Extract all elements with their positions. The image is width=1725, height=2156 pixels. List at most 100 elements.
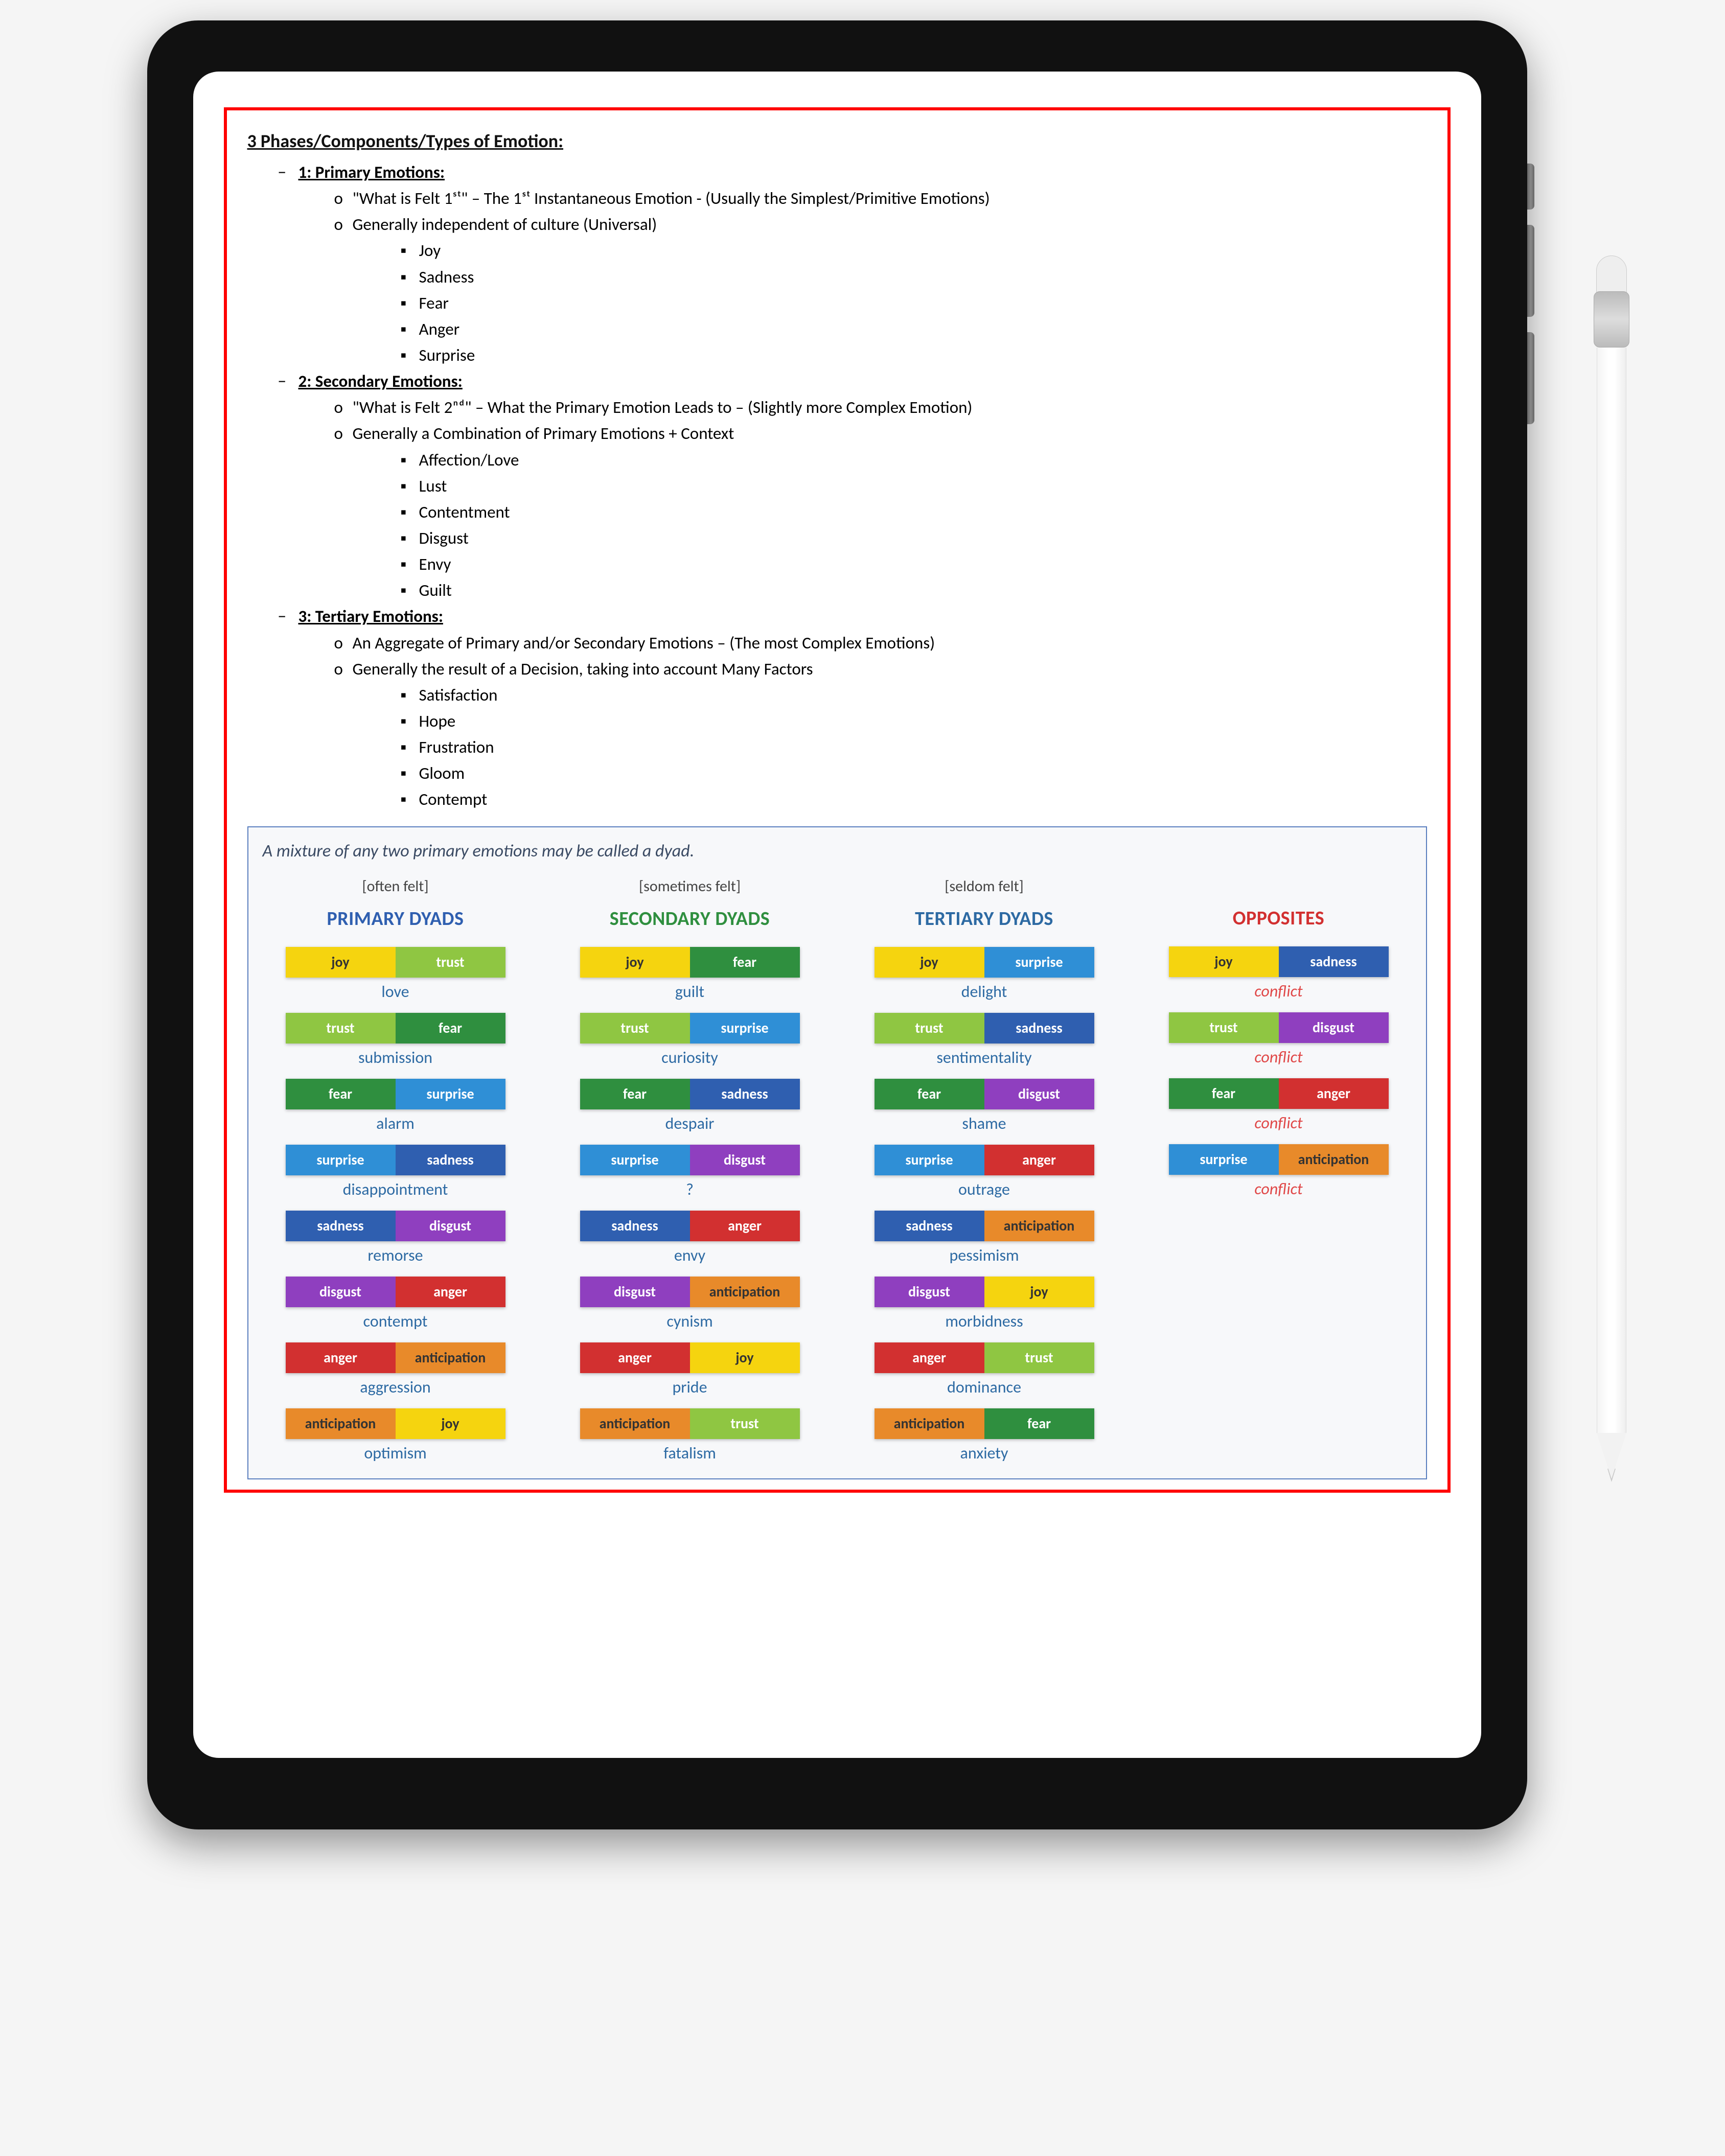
emotion-pair: surprisedisgust xyxy=(580,1145,800,1175)
outline-point: oGenerally independent of culture (Unive… xyxy=(334,212,1427,238)
emotion-joy: joy xyxy=(1169,946,1279,977)
emotion-sadness: sadness xyxy=(690,1079,800,1109)
dyad-cell: anticipationtrustfatalism xyxy=(580,1408,800,1463)
emotion-trust: trust xyxy=(690,1408,800,1439)
dyad-cell: disgustangercontempt xyxy=(286,1277,505,1331)
dyad-result: shame xyxy=(962,1114,1006,1133)
emotion-pair: surprisesadness xyxy=(286,1145,505,1175)
dyad-cell: joysadnessconflict xyxy=(1169,946,1389,1001)
item-text: Contempt xyxy=(419,789,488,809)
outline-item: ▪Envy xyxy=(401,551,1427,577)
emotion-joy: joy xyxy=(396,1408,505,1439)
apple-pencil[interactable] xyxy=(1589,256,1635,1482)
tablet-side-buttons xyxy=(1527,164,1534,439)
emotion-anticipation: anticipation xyxy=(984,1211,1094,1241)
item-text: Anger xyxy=(419,319,460,339)
dyad-cell: sadnessanticipation pessimism xyxy=(875,1211,1094,1265)
item-text: Joy xyxy=(419,240,441,261)
emotion-anger: anger xyxy=(690,1211,800,1241)
emotion-joy: joy xyxy=(580,947,690,978)
dyad-result: pessimism xyxy=(949,1245,1019,1265)
outline-item: ▪Hope xyxy=(401,708,1427,734)
emotion-anger: anger xyxy=(1279,1078,1389,1109)
emotion-pair: sadnessanticipation xyxy=(875,1211,1094,1241)
chart-column-opposites: OPPOSITESjoysadnessconflicttrustdisgustc… xyxy=(1142,877,1416,1463)
point-text: Generally independent of culture (Univer… xyxy=(353,214,657,235)
emotion-pair: angeranticipation xyxy=(286,1342,505,1373)
emotion-pair: trustsurprise xyxy=(580,1013,800,1044)
dyad-result: dominance xyxy=(947,1377,1021,1397)
outline-point: oAn Aggregate of Primary and/or Secondar… xyxy=(334,630,1427,656)
emotion-pair: joyfear xyxy=(580,947,800,978)
dyad-cell: sadnessanger envy xyxy=(580,1211,800,1265)
item-text: Contentment xyxy=(419,502,510,522)
emotion-pair: angerjoy xyxy=(580,1342,800,1373)
outline-section: −2: Secondary Emotions: xyxy=(278,368,1427,395)
emotion-pair: fearsadness xyxy=(580,1079,800,1109)
power-button[interactable] xyxy=(1527,164,1534,210)
dyad-cell: angeranticipationaggression xyxy=(286,1342,505,1397)
outline-item: ▪Sadness xyxy=(401,264,1427,290)
dyad-cell: angerjoy pride xyxy=(580,1342,800,1397)
dyad-cell: trustfearsubmission xyxy=(286,1013,505,1068)
dyad-result: envy xyxy=(674,1245,705,1265)
item-text: Fear xyxy=(419,293,449,313)
emotion-disgust: disgust xyxy=(875,1277,984,1307)
item-text: Satisfaction xyxy=(419,685,498,705)
dyad-result: love xyxy=(381,982,409,1002)
emotion-pair: trustdisgust xyxy=(1169,1012,1389,1043)
emotion-anger: anger xyxy=(984,1145,1094,1175)
emotion-disgust: disgust xyxy=(396,1211,505,1241)
volume-down-button[interactable] xyxy=(1527,332,1534,424)
outline-item: ▪Contentment xyxy=(401,499,1427,525)
document-page: 3 Phases/Components/Types of Emotion: −1… xyxy=(224,107,1451,1493)
outline-item: ▪Satisfaction xyxy=(401,682,1427,708)
emotion-joy: joy xyxy=(984,1277,1094,1307)
emotion-disgust: disgust xyxy=(1279,1012,1389,1043)
item-text: Disgust xyxy=(419,528,469,548)
outline-section: −1: Primary Emotions: xyxy=(278,159,1427,186)
dyad-result: remorse xyxy=(367,1245,423,1265)
dyad-result: despair xyxy=(665,1114,715,1133)
column-head: SECONDARY DYADS xyxy=(610,907,770,931)
dyad-cell: surprisedisgust? xyxy=(580,1145,800,1199)
outline-section: −3: Tertiary Emotions: xyxy=(278,604,1427,630)
dyad-cell: surpriseangeroutrage xyxy=(875,1145,1094,1199)
emotion-pair: trustfear xyxy=(286,1013,505,1044)
dyad-result: ? xyxy=(686,1179,694,1199)
emotion-anger: anger xyxy=(396,1277,505,1307)
point-text: An Aggregate of Primary and/or Secondary… xyxy=(353,633,935,653)
emotion-anticipation: anticipation xyxy=(875,1408,984,1439)
dyad-result: guilt xyxy=(675,982,704,1002)
emotion-pair: sadnessanger xyxy=(580,1211,800,1241)
volume-up-button[interactable] xyxy=(1527,225,1534,317)
emotion-anticipation: anticipation xyxy=(690,1277,800,1307)
tablet-frame: 3 Phases/Components/Types of Emotion: −1… xyxy=(147,20,1527,1829)
emotion-trust: trust xyxy=(1169,1012,1279,1043)
emotion-pair: fearsurprise xyxy=(286,1079,505,1109)
emotion-fear: fear xyxy=(286,1079,396,1109)
dyad-cell: anticipationfearanxiety xyxy=(875,1408,1094,1463)
point-text: Generally the result of a Decision, taki… xyxy=(353,659,813,679)
emotion-pair: disgustanticipation xyxy=(580,1277,800,1307)
dyad-result: alarm xyxy=(376,1114,415,1133)
dyad-cell: fearsurprise alarm xyxy=(286,1079,505,1133)
emotion-surprise: surprise xyxy=(875,1145,984,1175)
dyad-cell: disgustanticipationcynism xyxy=(580,1277,800,1331)
item-text: Affection/Love xyxy=(419,450,519,470)
emotion-pair: surpriseanticipation xyxy=(1169,1144,1389,1175)
emotion-sadness: sadness xyxy=(580,1211,690,1241)
outline-point: oGenerally a Combination of Primary Emot… xyxy=(334,421,1427,447)
dyad-cell: sadnessdisgustremorse xyxy=(286,1211,505,1265)
emotion-anger: anger xyxy=(580,1342,690,1373)
dyad-result: pride xyxy=(672,1377,707,1397)
outline-item: ▪Lust xyxy=(401,473,1427,499)
chart-column-primary: [often felt]PRIMARY DYADSjoytrustlovetru… xyxy=(259,877,533,1463)
dyad-result: conflict xyxy=(1254,981,1302,1001)
dyad-cell: angertrustdominance xyxy=(875,1342,1094,1397)
dyad-result: conflict xyxy=(1254,1179,1302,1199)
outline-root: −1: Primary Emotions:o"What is Felt 1ˢᵗ"… xyxy=(247,159,1427,813)
column-subhead: [sometimes felt] xyxy=(639,877,741,896)
emotion-pair: trustsadness xyxy=(875,1013,1094,1044)
dyad-cell: feardisgustshame xyxy=(875,1079,1094,1133)
